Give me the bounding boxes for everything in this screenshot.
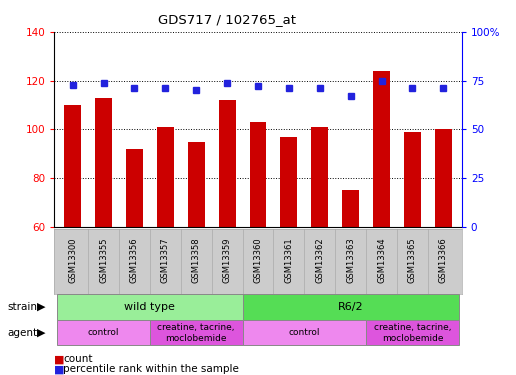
Text: R6/2: R6/2 (338, 302, 363, 312)
Text: GSM13363: GSM13363 (346, 237, 355, 283)
Text: GSM13365: GSM13365 (408, 237, 417, 283)
Text: ■: ■ (54, 364, 64, 374)
Bar (342, 190, 359, 227)
Text: GSM13361: GSM13361 (284, 237, 294, 283)
Text: GSM13355: GSM13355 (99, 237, 108, 283)
Text: percentile rank within the sample: percentile rank within the sample (63, 364, 239, 374)
Text: GDS717 / 102765_at: GDS717 / 102765_at (158, 13, 296, 26)
Text: strain: strain (8, 302, 38, 312)
Bar (150, 320, 243, 345)
Bar (250, 122, 266, 227)
Text: control: control (288, 328, 320, 338)
Text: GSM13358: GSM13358 (192, 237, 201, 283)
Text: GSM13356: GSM13356 (130, 237, 139, 283)
Bar (188, 142, 205, 227)
Text: agent: agent (8, 328, 38, 338)
Bar (373, 71, 390, 227)
Bar (243, 294, 459, 320)
Text: GSM13362: GSM13362 (315, 237, 324, 283)
Bar (219, 100, 236, 227)
Text: GSM13360: GSM13360 (253, 237, 263, 283)
Text: ▶: ▶ (37, 302, 45, 312)
Bar (157, 127, 174, 227)
Text: GSM13300: GSM13300 (68, 237, 77, 283)
Bar (404, 132, 421, 227)
Text: GSM13357: GSM13357 (161, 237, 170, 283)
Text: count: count (63, 354, 92, 364)
Text: GSM13364: GSM13364 (377, 237, 386, 283)
Text: ▶: ▶ (37, 328, 45, 338)
Bar (280, 137, 297, 227)
Bar (311, 127, 328, 227)
Text: control: control (88, 328, 119, 338)
Bar (366, 320, 459, 345)
Text: creatine, tacrine,
moclobemide: creatine, tacrine, moclobemide (374, 323, 451, 342)
Text: ■: ■ (54, 354, 64, 364)
Bar (126, 149, 143, 227)
Bar (64, 105, 81, 227)
Text: creatine, tacrine,
moclobemide: creatine, tacrine, moclobemide (157, 323, 235, 342)
Text: GSM13359: GSM13359 (222, 237, 232, 283)
Bar (243, 320, 366, 345)
Bar (57, 294, 243, 320)
Text: GSM13366: GSM13366 (439, 237, 448, 283)
Bar (95, 98, 112, 227)
Bar (57, 320, 150, 345)
Bar (435, 129, 452, 227)
Text: wild type: wild type (124, 302, 175, 312)
